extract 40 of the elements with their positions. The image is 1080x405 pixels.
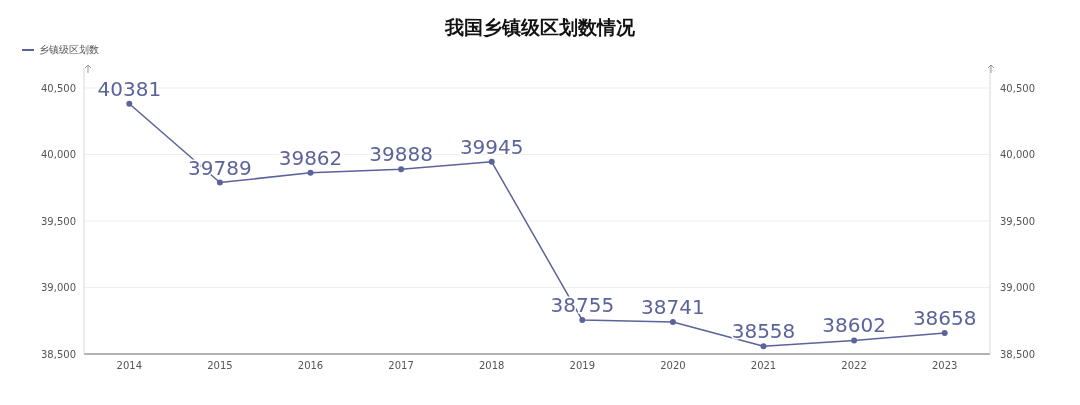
x-tick-label: 2022 — [841, 360, 867, 371]
y2-tick-label: 40,000 — [1000, 149, 1035, 161]
y2-tick-label: 40,500 — [1000, 82, 1035, 94]
data-label: 40381 — [97, 76, 162, 101]
point — [488, 158, 495, 165]
point — [216, 179, 223, 186]
y-tick-label: 40,000 — [41, 149, 76, 161]
data-label: 38741 — [641, 294, 705, 319]
y-tick-label: 40,500 — [41, 82, 76, 94]
chart-title: 我国乡镇级区划数情况 — [444, 16, 636, 38]
x-tick-label: 2019 — [569, 360, 596, 371]
point — [760, 343, 767, 350]
data-label: 39888 — [369, 142, 433, 167]
y-tick-label: 38,500 — [41, 349, 76, 360]
point — [307, 169, 314, 176]
data-label: 38658 — [912, 305, 977, 330]
x-tick-label: 2021 — [750, 360, 777, 371]
x-tick-label: 2018 — [478, 360, 505, 371]
point — [941, 329, 948, 336]
y2-tick-label: 38,500 — [1000, 349, 1035, 360]
x-tick-label: 2017 — [388, 360, 414, 371]
point — [669, 318, 676, 325]
y-tick-label: 39,000 — [41, 282, 76, 294]
x-tick-label: 2014 — [116, 360, 143, 371]
x-tick-label: 2023 — [931, 360, 958, 371]
point — [579, 317, 586, 324]
point — [398, 166, 405, 173]
x-tick-label: 2020 — [660, 360, 686, 371]
data-label: 38558 — [731, 319, 796, 344]
point — [851, 337, 858, 344]
y2-tick-label: 39,500 — [1000, 215, 1035, 227]
data-label: 38602 — [822, 313, 886, 338]
y2-tick-label: 39,000 — [1000, 282, 1035, 294]
data-label: 39862 — [278, 145, 343, 170]
x-tick-label: 2016 — [297, 360, 324, 371]
y-tick-label: 39,500 — [41, 215, 76, 227]
data-label: 39945 — [459, 134, 524, 159]
point — [126, 100, 133, 107]
x-tick-label: 2015 — [207, 360, 233, 371]
legend-label: 乡镇级区划数 — [39, 44, 99, 55]
